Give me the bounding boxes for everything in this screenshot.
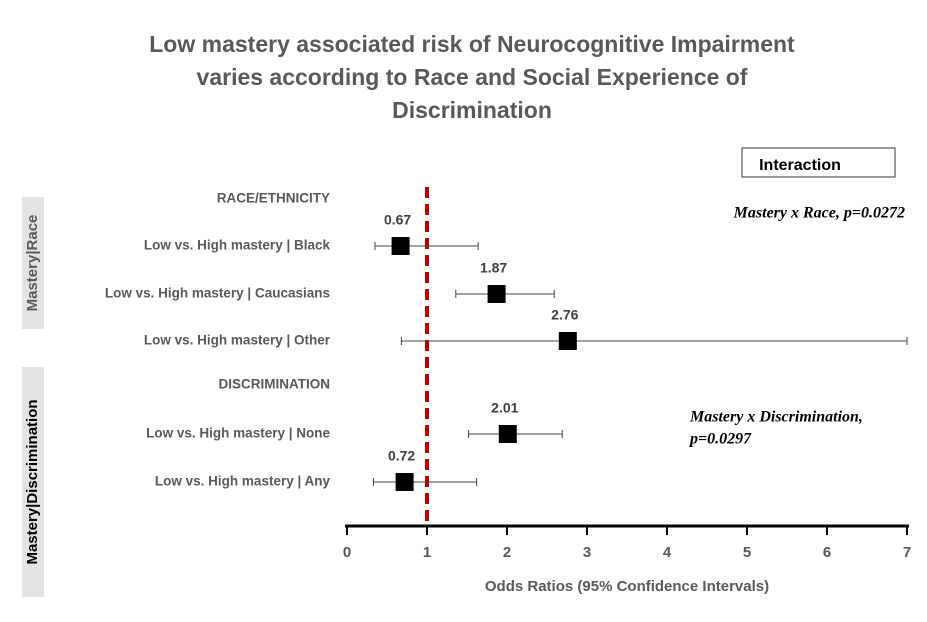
x-tick-label: 0 — [343, 544, 351, 561]
value-label: 2.01 — [491, 400, 518, 416]
chart-title: Discrimination — [392, 97, 552, 123]
x-axis-label: Odds Ratios (95% Confidence Intervals) — [485, 578, 769, 595]
annotation: p=0.0297 — [688, 431, 752, 448]
annotation: Mastery x Race, p=0.0272 — [733, 205, 905, 222]
point-estimate — [391, 237, 410, 255]
point-estimate — [498, 425, 517, 443]
x-tick-label: 6 — [823, 544, 831, 561]
x-tick-label: 2 — [503, 544, 511, 561]
point-estimate — [395, 473, 414, 491]
x-tick-label: 4 — [663, 544, 672, 561]
legend-title: Interaction — [759, 157, 841, 174]
value-label: 0.67 — [384, 212, 411, 228]
row-label: Low vs. High mastery | Any — [155, 474, 331, 489]
x-tick-label: 3 — [583, 544, 591, 561]
side-label-box — [22, 197, 44, 329]
value-label: 2.76 — [551, 307, 578, 323]
side-label: Mastery|Discrimination — [24, 399, 41, 564]
group-header: DISCRIMINATION — [219, 377, 331, 392]
x-tick-label: 5 — [743, 544, 751, 561]
point-estimate — [558, 332, 577, 350]
value-label: 1.87 — [480, 260, 507, 276]
group-header: RACE/ETHNICITY — [217, 191, 330, 206]
chart-title: Low mastery associated risk of Neurocogn… — [149, 31, 795, 57]
row-label: Low vs. High mastery | None — [146, 426, 330, 441]
x-tick-label: 7 — [903, 544, 911, 561]
chart-title: varies according to Race and Social Expe… — [197, 64, 748, 90]
point-estimate — [487, 285, 506, 303]
row-label: Low vs. High mastery | Black — [144, 238, 331, 253]
row-label: Low vs. High mastery | Other — [144, 333, 331, 348]
legend-box — [741, 147, 896, 178]
side-label-box — [22, 367, 44, 597]
x-tick-label: 1 — [423, 544, 431, 561]
side-label: Mastery|Race — [24, 215, 41, 312]
annotation: Mastery x Discrimination, — [689, 409, 863, 426]
value-label: 0.72 — [388, 448, 415, 464]
row-label: Low vs. High mastery | Caucasians — [105, 286, 330, 301]
